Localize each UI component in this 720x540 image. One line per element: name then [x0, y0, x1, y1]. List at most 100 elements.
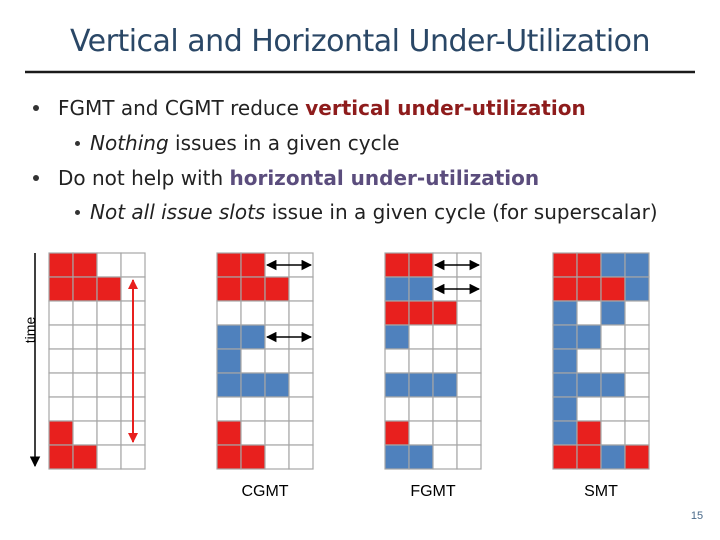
- issue-slot: [576, 324, 602, 350]
- grids: [48, 252, 650, 470]
- issue-slot: [72, 348, 98, 374]
- issue-slot: [240, 300, 266, 326]
- issue-slot: [600, 276, 626, 302]
- sub-bullet-dot: [75, 210, 80, 215]
- issue-slot: [624, 372, 650, 398]
- emphasis: vertical under-utilization: [305, 96, 586, 120]
- issue-slot: [384, 348, 410, 374]
- issue-slot: [576, 420, 602, 446]
- issue-slot: [48, 372, 74, 398]
- issue-slot: [456, 420, 482, 446]
- issue-slot: [456, 348, 482, 374]
- issue-slot: [408, 444, 434, 470]
- issue-slot: [576, 276, 602, 302]
- emphasis: Not all issue slots: [90, 200, 266, 224]
- issue-slot: [576, 396, 602, 422]
- issue-slot: [600, 348, 626, 374]
- issue-slot: [72, 396, 98, 422]
- issue-slot: [48, 300, 74, 326]
- issue-slot: [624, 444, 650, 470]
- issue-slot: [96, 348, 122, 374]
- issue-slot: [216, 372, 242, 398]
- issue-slot: [216, 396, 242, 422]
- issue-slot: [552, 300, 578, 326]
- issue-slot: [432, 444, 458, 470]
- issue-slot: [216, 300, 242, 326]
- issue-slot: [456, 300, 482, 326]
- issue-slot: [216, 348, 242, 374]
- issue-slot: [240, 324, 266, 350]
- issue-slot: [624, 300, 650, 326]
- sub-bullet: Nothing issues in a given cycle: [90, 131, 400, 155]
- issue-slot: [240, 372, 266, 398]
- issue-slot: [432, 396, 458, 422]
- issue-slot: [48, 420, 74, 446]
- title: Vertical and Horizontal Under-Utilizatio…: [69, 24, 651, 59]
- issue-slot: [240, 252, 266, 278]
- issue-slot: [96, 420, 122, 446]
- issue-slot: [552, 276, 578, 302]
- emphasis: Nothing: [90, 131, 169, 155]
- issue-slot: [600, 324, 626, 350]
- issue-slot: [456, 396, 482, 422]
- issue-slot: [240, 348, 266, 374]
- issue-slot: [240, 444, 266, 470]
- issue-slot: [384, 396, 410, 422]
- bullet-dot: [33, 175, 39, 181]
- issue-slot: [552, 348, 578, 374]
- issue-slot: [264, 396, 290, 422]
- issue-slot: [96, 300, 122, 326]
- issue-slot: [48, 348, 74, 374]
- issue-slot: [384, 300, 410, 326]
- issue-slot: [552, 324, 578, 350]
- issue-slot: [576, 252, 602, 278]
- issue-slot: [96, 252, 122, 278]
- issue-slot: [624, 420, 650, 446]
- issue-slot: [264, 348, 290, 374]
- issue-slot: [72, 324, 98, 350]
- issue-slot: [216, 420, 242, 446]
- issue-slot: [600, 252, 626, 278]
- issue-slot: [288, 444, 314, 470]
- issue-slot: [408, 252, 434, 278]
- issue-slot: [48, 396, 74, 422]
- issue-slot: [384, 276, 410, 302]
- issue-slot: [624, 324, 650, 350]
- issue-slot: [408, 396, 434, 422]
- issue-slot: [216, 276, 242, 302]
- issue-slot: [576, 372, 602, 398]
- issue-slot: [432, 372, 458, 398]
- issue-slot: [408, 420, 434, 446]
- bullet-dot: [33, 105, 39, 111]
- issue-slot: [456, 444, 482, 470]
- issue-slot: [96, 372, 122, 398]
- issue-slot: [384, 324, 410, 350]
- issue-slot: [48, 324, 74, 350]
- issue-slot: [48, 252, 74, 278]
- issue-slot: [576, 300, 602, 326]
- issue-slot: [240, 396, 266, 422]
- grid-label: FGMT: [410, 483, 456, 500]
- issue-slot: [216, 252, 242, 278]
- issue-slot: [264, 420, 290, 446]
- text: issues in a given cycle: [168, 131, 400, 155]
- issue-slot: [96, 396, 122, 422]
- issue-slot: [600, 444, 626, 470]
- text: Do not help with: [58, 166, 230, 190]
- issue-slot: [96, 276, 122, 302]
- issue-slot: [264, 444, 290, 470]
- issue-slot: [120, 252, 146, 278]
- issue-slot: [624, 396, 650, 422]
- emphasis: horizontal under-utilization: [229, 166, 540, 190]
- issue-slot: [72, 444, 98, 470]
- issue-slot: [552, 396, 578, 422]
- issue-slot: [216, 324, 242, 350]
- issue-slot: [552, 444, 578, 470]
- issue-slot: [72, 252, 98, 278]
- issue-slot: [216, 444, 242, 470]
- issue-slot: [600, 300, 626, 326]
- issue-slot: [408, 348, 434, 374]
- issue-slot: [432, 300, 458, 326]
- bullet: Do not help with horizontal under-utiliz…: [58, 166, 539, 190]
- issue-slot: [552, 420, 578, 446]
